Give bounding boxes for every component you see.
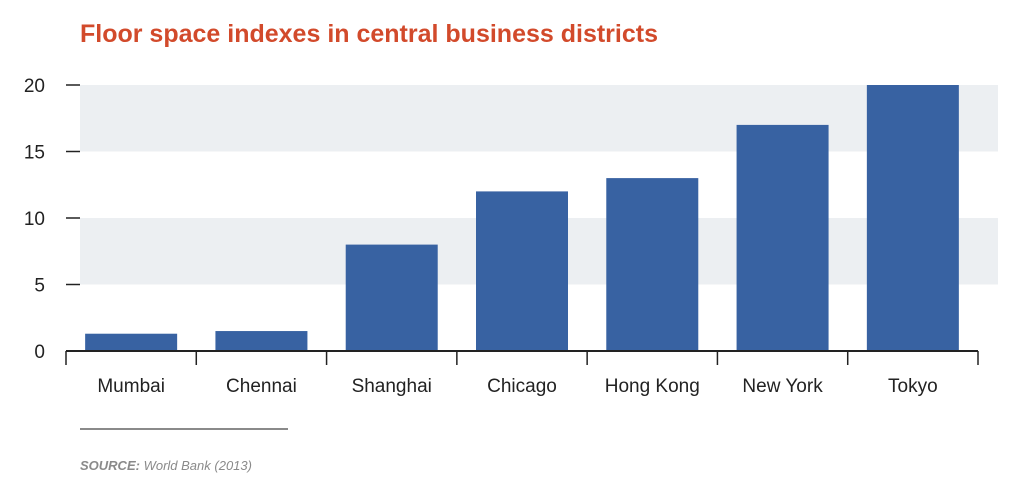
- x-tick-label: Shanghai: [352, 376, 432, 397]
- grid-band: [80, 85, 998, 152]
- x-tick-label: Hong Kong: [605, 376, 700, 397]
- y-axis: 0 5 10 15 20: [24, 76, 80, 363]
- bar-new-york: [736, 124, 829, 352]
- bar-mumbai: [85, 333, 178, 351]
- bar-tokyo: [866, 85, 959, 351]
- x-axis: [65, 350, 979, 365]
- source-text: World Bank (2013): [143, 458, 252, 473]
- x-axis-labels: Mumbai Chennai Shanghai Chicago Hong Kong New…: [97, 376, 937, 397]
- x-tick-label: New York: [742, 376, 823, 397]
- y-tick-label: 20: [24, 76, 45, 97]
- bars: [85, 85, 959, 352]
- y-tick-label: 10: [24, 209, 45, 230]
- bar-chicago: [476, 191, 568, 351]
- y-tick-label: 15: [24, 143, 45, 164]
- bar-chart: 0 5 10 15 20 Mumbai Chennai Shanghai Chicago Hon…: [24, 76, 998, 397]
- source-label: SOURCE:: [80, 458, 140, 473]
- y-tick-label: 5: [34, 276, 45, 297]
- source-divider: [80, 428, 288, 430]
- bar-shanghai: [345, 244, 438, 351]
- x-tick-label: Mumbai: [97, 376, 165, 397]
- chart-title: Floor space indexes in central business …: [80, 20, 658, 48]
- x-tick-label: Chicago: [487, 376, 557, 397]
- source-note: SOURCE: World Bank (2013): [80, 458, 252, 473]
- bar-hong-kong: [606, 178, 699, 351]
- bar-chennai: [215, 331, 308, 351]
- y-tick-label: 0: [34, 342, 45, 363]
- x-tick-label: Chennai: [226, 376, 297, 397]
- x-tick-label: Tokyo: [888, 376, 938, 397]
